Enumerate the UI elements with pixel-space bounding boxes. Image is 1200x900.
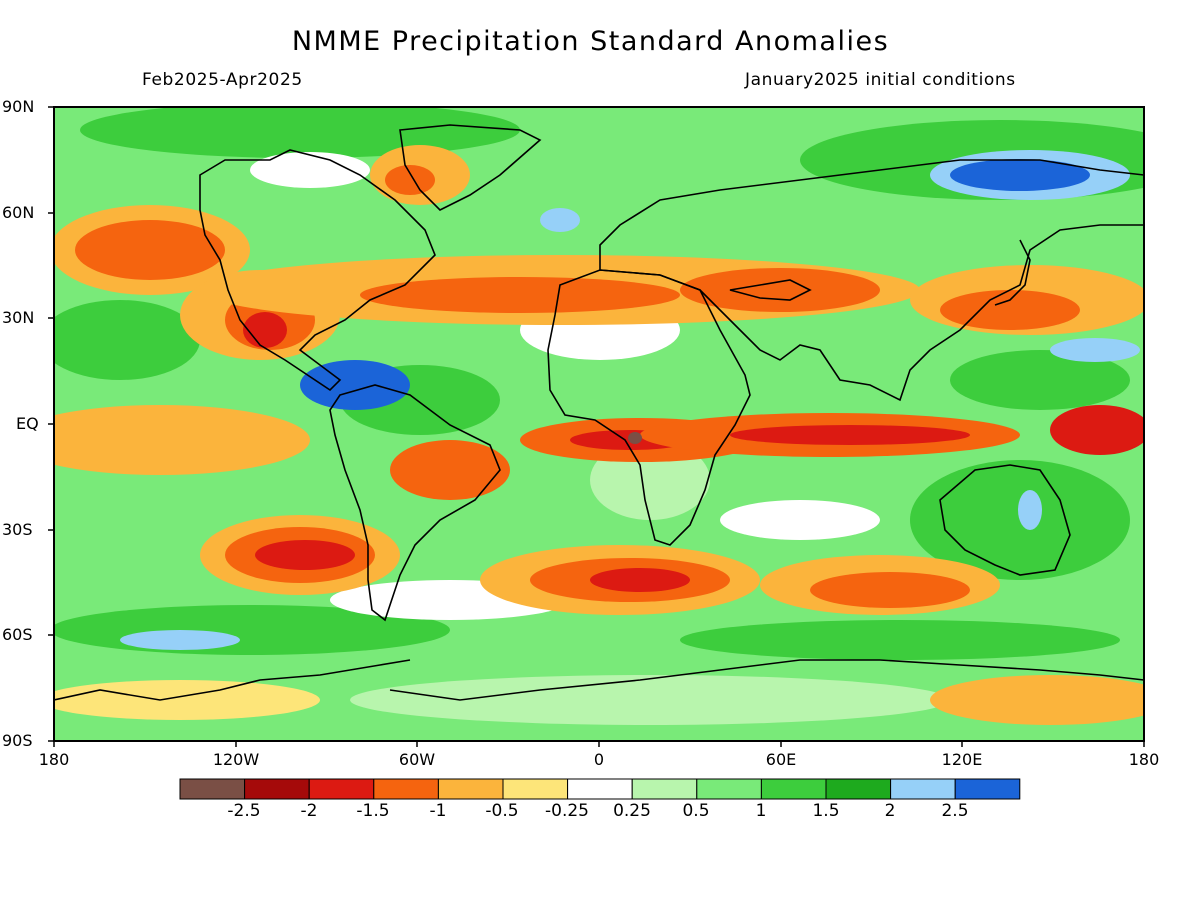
colorbar-label: -2 (300, 801, 318, 821)
colorbar-swatch (179, 778, 246, 800)
axis-ticks (48, 106, 1145, 747)
colorbar-swatch (760, 778, 827, 800)
colorbar-swatch (567, 778, 633, 800)
colorbar-swatch (244, 778, 310, 800)
colorbar-label: 0.5 (682, 801, 710, 821)
colorbar-swatch (502, 778, 569, 800)
lon-label-180e: 180 (1128, 750, 1160, 769)
lat-label-90n: 90N (2, 97, 35, 116)
colorbar-swatch (631, 778, 698, 800)
lat-label-30s: 30S (2, 520, 33, 539)
colorbar-swatch (308, 778, 375, 800)
lat-label-eq: EQ (16, 414, 39, 433)
colorbar-swatch (890, 778, 956, 800)
colorbar-label: 1.5 (812, 801, 840, 821)
lon-label-60w: 60W (398, 750, 436, 769)
lat-label-90s: 90S (2, 731, 33, 750)
lat-label-60n: 60N (2, 203, 35, 222)
colorbar-swatch (954, 778, 1021, 800)
colorbar-label: 0.25 (613, 801, 651, 821)
colorbar (179, 778, 1021, 800)
colorbar-label: -0.25 (545, 801, 589, 821)
colorbar-label: 1 (755, 801, 767, 821)
colorbar-label: -2.5 (227, 801, 261, 821)
lat-label-30n: 30N (2, 308, 35, 327)
colorbar-swatch (696, 778, 762, 800)
lon-label-60e: 60E (765, 750, 797, 769)
colorbar-label: 2.5 (941, 801, 969, 821)
lon-label-180w: 180 (38, 750, 70, 769)
initial-conditions: January2025 initial conditions (745, 70, 1016, 90)
colorbar-label: -1 (429, 801, 447, 821)
colorbar-swatch (373, 778, 439, 800)
lon-label-120e: 120E (941, 750, 983, 769)
colorbar-label: -1.5 (356, 801, 390, 821)
coastlines (54, 124, 1144, 701)
anomaly-field (54, 107, 1144, 741)
colorbar-label: -0.5 (485, 801, 519, 821)
colorbar-label: 2 (884, 801, 896, 821)
map-title: NMME Precipitation Standard Anomalies (291, 26, 890, 57)
colorbar-swatch (825, 778, 892, 800)
lon-label-0: 0 (593, 750, 605, 769)
forecast-period: Feb2025-Apr2025 (142, 70, 303, 90)
lat-label-60s: 60S (2, 625, 33, 644)
lon-label-120w: 120W (212, 750, 260, 769)
colorbar-swatch (437, 778, 504, 800)
